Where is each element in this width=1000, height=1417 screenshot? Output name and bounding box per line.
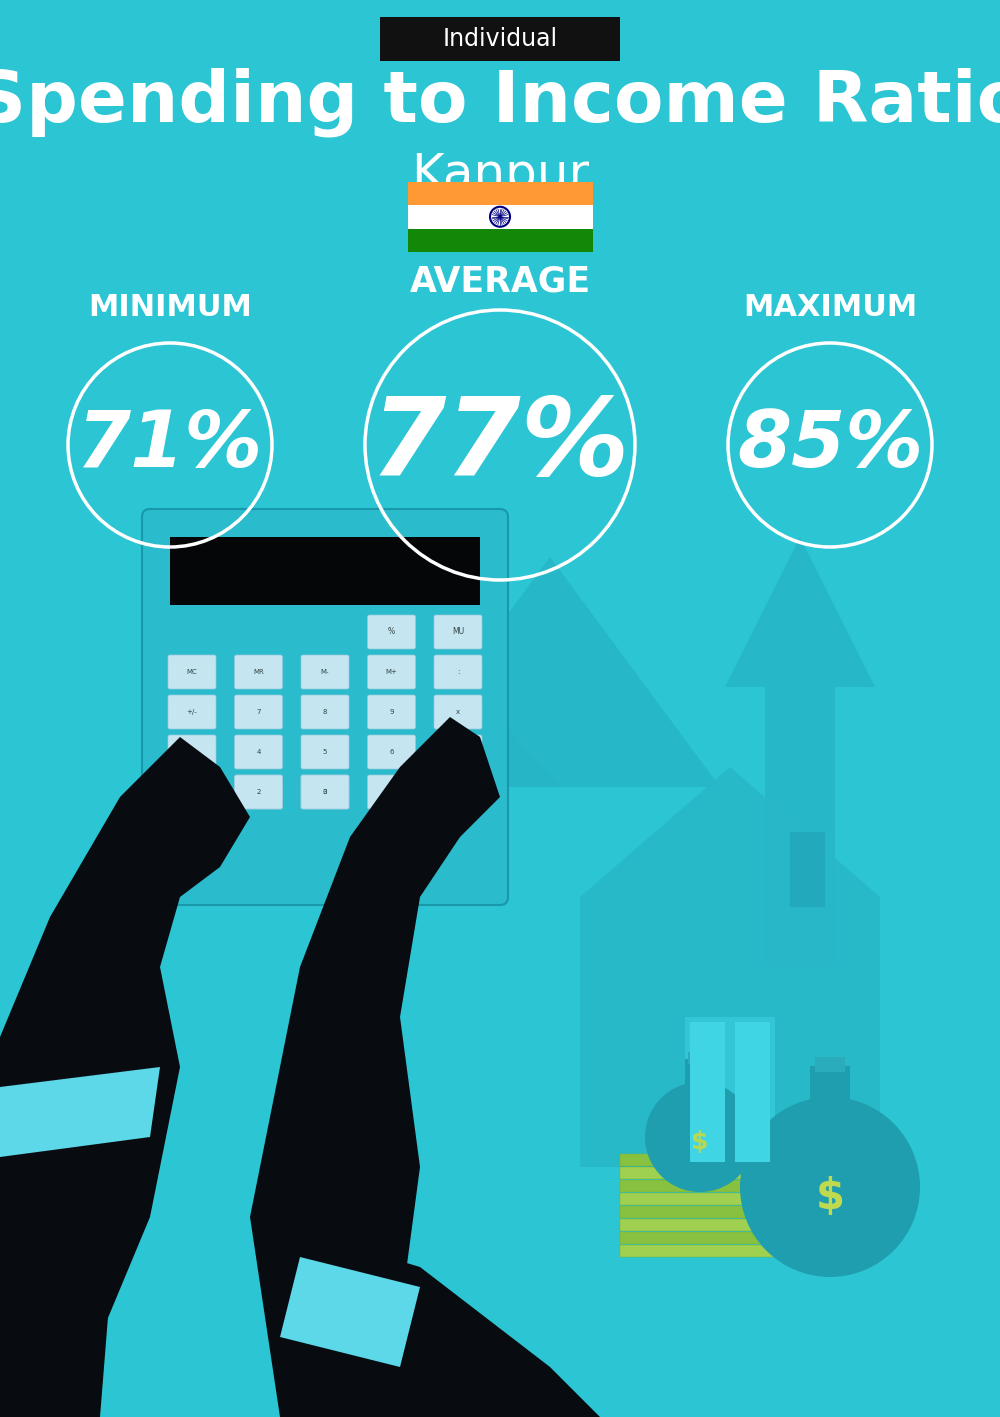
FancyBboxPatch shape <box>235 694 283 728</box>
Text: 9: 9 <box>389 708 394 716</box>
Text: 71%: 71% <box>77 407 263 483</box>
FancyBboxPatch shape <box>168 655 216 689</box>
Text: C/A: C/A <box>186 789 198 795</box>
Text: ►: ► <box>189 750 195 755</box>
Text: 0: 0 <box>323 789 327 795</box>
FancyBboxPatch shape <box>301 694 349 728</box>
Bar <box>408 205 592 228</box>
FancyBboxPatch shape <box>142 509 508 905</box>
Text: 5: 5 <box>323 750 327 755</box>
Text: MU: MU <box>452 628 464 636</box>
Text: .: . <box>257 789 260 795</box>
Bar <box>620 1153 840 1166</box>
Bar <box>580 897 880 1168</box>
Bar <box>735 1022 770 1162</box>
FancyBboxPatch shape <box>434 694 482 728</box>
FancyBboxPatch shape <box>301 775 349 809</box>
FancyBboxPatch shape <box>434 655 482 689</box>
Text: .: . <box>390 789 393 795</box>
Text: -: - <box>457 750 459 755</box>
Circle shape <box>499 215 501 218</box>
Text: MC: MC <box>187 669 197 674</box>
Bar <box>408 228 592 252</box>
Bar <box>620 1180 840 1192</box>
Bar <box>620 1246 840 1257</box>
FancyBboxPatch shape <box>235 735 283 769</box>
FancyBboxPatch shape <box>235 775 283 809</box>
Bar <box>790 832 825 907</box>
Text: 00: 00 <box>188 789 196 795</box>
Text: Individual: Individual <box>442 27 558 51</box>
Text: +/-: +/- <box>187 708 197 716</box>
Bar <box>170 537 480 605</box>
Bar <box>620 1168 840 1179</box>
Bar <box>408 181 592 205</box>
FancyBboxPatch shape <box>235 655 283 689</box>
FancyBboxPatch shape <box>168 775 216 809</box>
Bar <box>685 1017 775 1168</box>
FancyBboxPatch shape <box>168 735 216 769</box>
FancyBboxPatch shape <box>301 655 349 689</box>
Text: AVERAGE: AVERAGE <box>409 265 591 299</box>
Text: M-: M- <box>321 669 329 674</box>
FancyBboxPatch shape <box>368 694 416 728</box>
Text: 6: 6 <box>389 750 394 755</box>
Polygon shape <box>320 1237 600 1417</box>
Polygon shape <box>0 1136 120 1417</box>
FancyBboxPatch shape <box>368 735 416 769</box>
FancyBboxPatch shape <box>168 694 216 728</box>
FancyBboxPatch shape <box>301 775 349 809</box>
Polygon shape <box>250 717 500 1417</box>
Text: 2: 2 <box>256 789 261 795</box>
FancyBboxPatch shape <box>368 775 416 809</box>
FancyBboxPatch shape <box>368 655 416 689</box>
FancyBboxPatch shape <box>434 735 482 769</box>
Bar <box>690 1022 725 1162</box>
Polygon shape <box>280 1257 420 1367</box>
Text: $: $ <box>691 1129 709 1153</box>
FancyBboxPatch shape <box>434 775 482 809</box>
Text: Spending to Income Ratio: Spending to Income Ratio <box>0 67 1000 137</box>
Circle shape <box>740 1097 920 1277</box>
Text: $: $ <box>816 1176 845 1219</box>
FancyBboxPatch shape <box>301 735 349 769</box>
FancyBboxPatch shape <box>368 615 416 649</box>
Polygon shape <box>580 767 880 897</box>
Polygon shape <box>0 1067 160 1158</box>
FancyBboxPatch shape <box>168 775 216 809</box>
Text: M+: M+ <box>386 669 397 674</box>
Text: 7: 7 <box>256 708 261 716</box>
Text: %: % <box>388 628 395 636</box>
Bar <box>810 1066 850 1102</box>
Text: Kanpur: Kanpur <box>411 152 589 198</box>
FancyBboxPatch shape <box>235 775 283 809</box>
Polygon shape <box>280 626 560 786</box>
Text: 3: 3 <box>323 789 327 795</box>
Text: 85%: 85% <box>737 407 923 483</box>
Bar <box>380 17 620 61</box>
Circle shape <box>645 1083 755 1192</box>
Text: 8: 8 <box>323 708 327 716</box>
Text: 77%: 77% <box>370 393 630 497</box>
Text: :: : <box>457 669 459 674</box>
Text: x: x <box>456 708 460 716</box>
Bar <box>688 1051 712 1064</box>
Text: MAXIMUM: MAXIMUM <box>743 292 917 322</box>
Polygon shape <box>0 737 250 1338</box>
Bar <box>620 1231 840 1244</box>
FancyBboxPatch shape <box>434 615 482 649</box>
Polygon shape <box>380 557 720 786</box>
Bar <box>815 1057 845 1073</box>
Bar <box>620 1219 840 1231</box>
Bar <box>620 1206 840 1219</box>
Bar <box>685 1058 715 1087</box>
Text: MR: MR <box>253 669 264 674</box>
Bar <box>620 1193 840 1204</box>
Polygon shape <box>725 537 875 966</box>
Text: 4: 4 <box>256 750 261 755</box>
Text: MINIMUM: MINIMUM <box>88 292 252 322</box>
